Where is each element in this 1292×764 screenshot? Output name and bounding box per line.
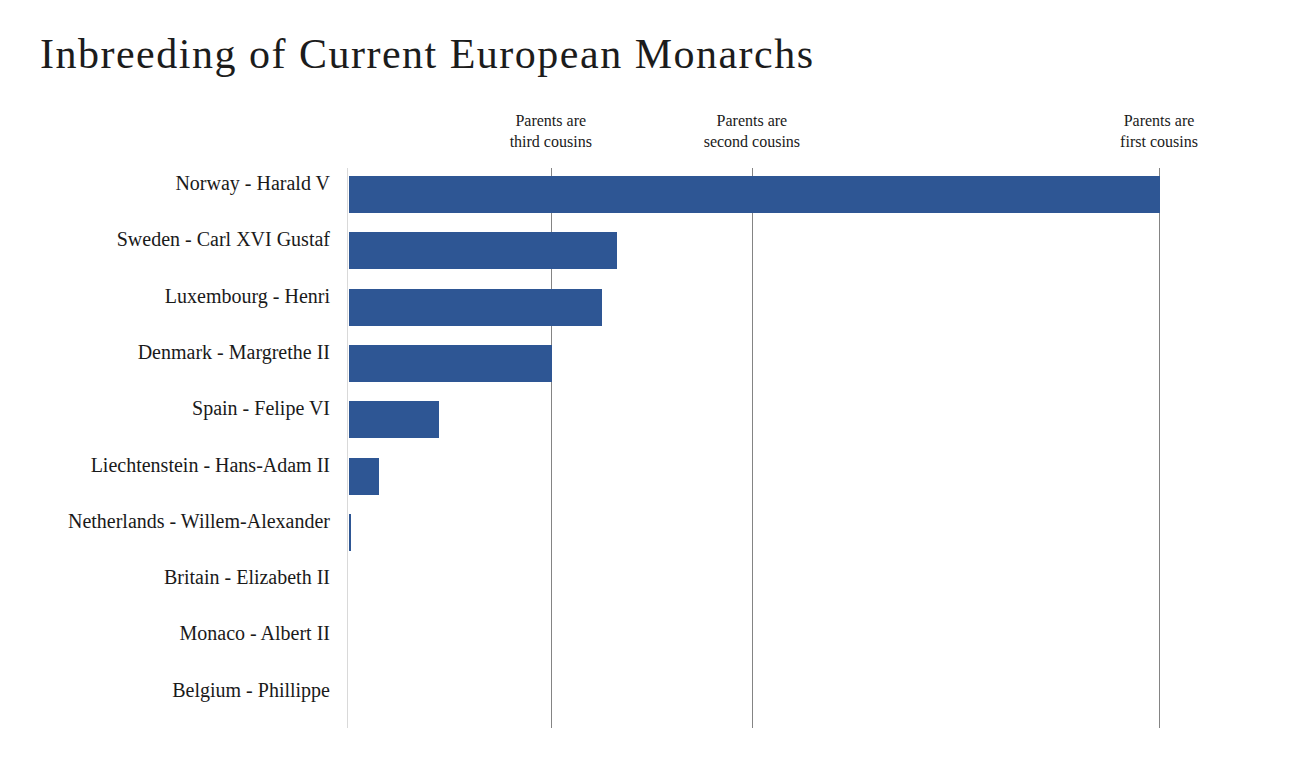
reference-line-second-cousins (752, 168, 753, 728)
bar (349, 232, 617, 269)
category-label: Britain - Elizabeth II (0, 567, 330, 587)
reference-label: Parents aresecond cousins (704, 110, 800, 152)
chart-title: Inbreeding of Current European Monarchs (40, 30, 815, 78)
reference-label: Parents arethird cousins (510, 110, 592, 152)
category-label: Sweden - Carl XVI Gustaf (0, 229, 330, 249)
category-label: Spain - Felipe VI (0, 398, 330, 418)
category-label: Denmark - Margrethe II (0, 342, 330, 362)
category-label: Netherlands - Willem-Alexander (0, 511, 330, 531)
category-label: Liechtenstein - Hans-Adam II (0, 455, 330, 475)
y-axis-line (347, 168, 348, 728)
bar (349, 289, 602, 326)
reference-label-line2: second cousins (704, 131, 800, 152)
category-label: Monaco - Albert II (0, 623, 330, 643)
bar (349, 401, 439, 438)
category-label: Norway - Harald V (0, 173, 330, 193)
bar (349, 176, 1160, 213)
bar (349, 345, 552, 382)
reference-label: Parents arefirst cousins (1120, 110, 1198, 152)
category-label: Belgium - Phillippe (0, 680, 330, 700)
reference-line-first-cousins (1159, 168, 1160, 728)
reference-label-line2: third cousins (510, 131, 592, 152)
reference-label-line2: first cousins (1120, 131, 1198, 152)
bar (349, 514, 351, 551)
chart-canvas: Inbreeding of Current European Monarchs … (0, 0, 1292, 764)
bar (349, 458, 379, 495)
reference-label-line1: Parents are (704, 110, 800, 131)
reference-label-line1: Parents are (510, 110, 592, 131)
reference-label-line1: Parents are (1120, 110, 1198, 131)
category-label: Luxembourg - Henri (0, 286, 330, 306)
